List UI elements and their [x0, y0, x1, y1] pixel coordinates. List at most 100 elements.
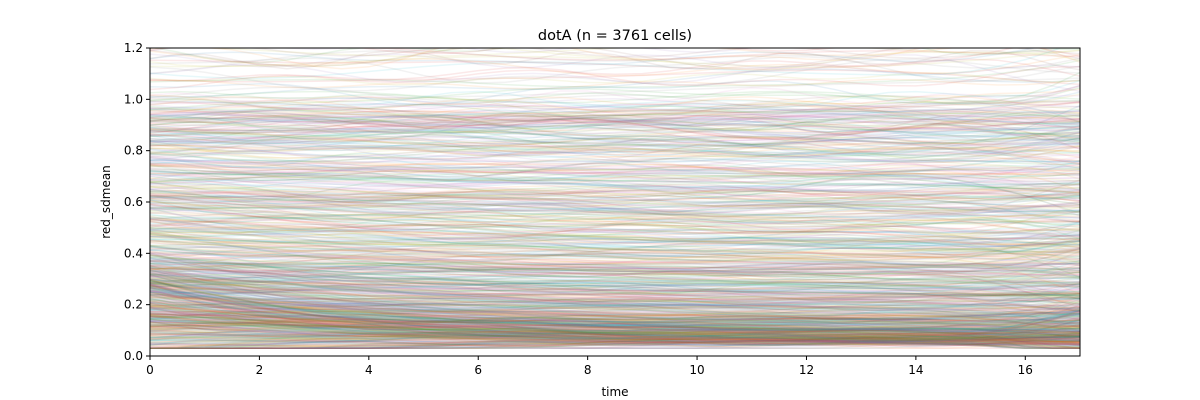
- series-line: [150, 168, 1080, 201]
- series-line: [150, 118, 1080, 144]
- series-line: [150, 220, 1080, 241]
- series-line: [150, 204, 1080, 217]
- series-line: [150, 306, 1080, 345]
- series-line: [150, 279, 1080, 339]
- series-line: [150, 329, 1080, 343]
- series-line: [150, 224, 1080, 238]
- series-line: [150, 259, 1080, 309]
- series-line: [150, 286, 1080, 341]
- series-line: [150, 276, 1080, 324]
- series-line: [150, 164, 1080, 180]
- series-line: [150, 266, 1080, 314]
- series-line: [150, 269, 1080, 297]
- series-line: [150, 295, 1080, 310]
- series-line: [150, 208, 1080, 236]
- series-line: [150, 165, 1080, 192]
- series-line: [150, 90, 1080, 102]
- series-line: [150, 312, 1080, 324]
- series-line: [150, 324, 1080, 345]
- series-line: [150, 281, 1080, 326]
- series-line: [150, 199, 1080, 234]
- series-line: [150, 115, 1080, 132]
- series-line: [150, 336, 1080, 350]
- series-line: [150, 181, 1080, 204]
- series-line: [150, 185, 1080, 201]
- series-line: [150, 236, 1080, 272]
- series-line: [150, 141, 1080, 160]
- series-line: [150, 313, 1080, 345]
- series-line: [150, 307, 1080, 314]
- series-line: [150, 276, 1080, 299]
- series-line: [150, 188, 1080, 208]
- series-line: [150, 129, 1080, 146]
- series-line: [150, 48, 1080, 70]
- series-line: [150, 137, 1080, 158]
- series-line: [150, 312, 1080, 339]
- series-line: [150, 311, 1080, 337]
- series-line: [150, 257, 1080, 296]
- series-line: [150, 110, 1080, 128]
- series-line: [150, 326, 1080, 347]
- series-line: [150, 291, 1080, 333]
- series-line: [150, 188, 1080, 221]
- series-line: [150, 339, 1080, 350]
- series-line: [150, 283, 1080, 344]
- series-line: [150, 281, 1080, 300]
- series-line: [150, 183, 1080, 198]
- series-line: [150, 306, 1080, 331]
- series-line: [150, 272, 1080, 327]
- series-line: [150, 284, 1080, 336]
- series-line: [150, 317, 1080, 336]
- series-line: [150, 207, 1080, 267]
- series-line: [150, 304, 1080, 349]
- series-line: [150, 239, 1080, 267]
- series-line: [150, 169, 1080, 193]
- series-line: [150, 326, 1080, 345]
- series-line: [150, 311, 1080, 341]
- series-line: [150, 319, 1080, 335]
- series-line: [150, 114, 1080, 146]
- series-line: [150, 272, 1080, 288]
- series-line: [150, 318, 1080, 331]
- series-line: [150, 229, 1080, 251]
- series-line: [150, 190, 1080, 210]
- series-line: [150, 50, 1080, 75]
- series-line: [150, 290, 1080, 335]
- series-line: [150, 294, 1080, 330]
- series-line: [150, 248, 1080, 260]
- series-line: [150, 273, 1080, 308]
- series-line: [150, 245, 1080, 296]
- series-line: [150, 159, 1080, 171]
- series-line: [150, 328, 1080, 344]
- series-line: [150, 235, 1080, 247]
- series-line: [150, 326, 1080, 350]
- series-line: [150, 334, 1080, 346]
- series-line: [150, 63, 1080, 84]
- series-line: [150, 118, 1080, 140]
- series-line: [150, 279, 1080, 333]
- series-line: [150, 247, 1080, 268]
- series-line: [150, 187, 1080, 223]
- series-line: [150, 193, 1080, 203]
- series-line: [150, 182, 1080, 201]
- x-tick-label: 8: [584, 363, 592, 377]
- series-line: [150, 260, 1080, 285]
- series-line: [150, 270, 1080, 298]
- series-line: [150, 252, 1080, 289]
- series-line: [150, 304, 1080, 341]
- series-line: [150, 124, 1080, 167]
- series-line: [150, 279, 1080, 293]
- series-line: [150, 329, 1080, 343]
- series-line: [150, 88, 1080, 112]
- series-line: [150, 258, 1080, 270]
- series-line: [150, 68, 1080, 98]
- series-line: [150, 114, 1080, 130]
- series-line: [150, 166, 1080, 202]
- series-line: [150, 278, 1080, 330]
- series-line: [150, 84, 1080, 113]
- series-line: [150, 115, 1080, 139]
- y-tick-label: 1.2: [124, 41, 143, 55]
- series-line: [150, 292, 1080, 327]
- series-line: [150, 167, 1080, 188]
